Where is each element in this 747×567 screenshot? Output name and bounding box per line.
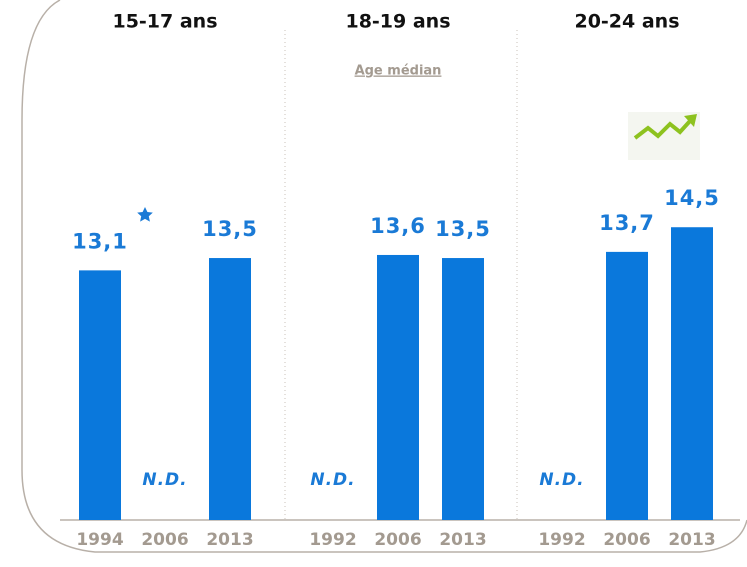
x-tick-label: 1992	[309, 530, 356, 550]
value-label: N.D.	[310, 470, 355, 490]
bar	[671, 227, 713, 520]
subtitle: Age médian	[355, 64, 442, 79]
star-icon	[137, 207, 153, 222]
trend-icon	[628, 112, 700, 160]
panel-title: 20-24 ans	[574, 11, 679, 33]
x-tick-label: 1994	[76, 530, 123, 550]
x-tick-label: 1992	[538, 530, 585, 550]
x-tick-label: 2013	[206, 530, 253, 550]
value-label: 13,1	[72, 229, 128, 253]
value-label: N.D.	[142, 470, 187, 490]
bar	[606, 251, 648, 520]
bar	[209, 258, 251, 520]
value-label: 14,5	[664, 186, 720, 210]
frame	[21, 0, 747, 553]
bar	[377, 254, 419, 521]
x-tick-label: 2006	[603, 530, 650, 550]
value-label: N.D.	[539, 470, 584, 490]
x-tick-label: 2013	[668, 530, 715, 550]
x-tick-label: 2006	[141, 530, 188, 550]
value-label: 13,5	[435, 217, 491, 241]
bar	[79, 270, 121, 520]
x-tick-label: 2006	[374, 530, 421, 550]
bar	[442, 258, 484, 520]
panel-title: 15-17 ans	[112, 11, 217, 33]
value-label: 13,6	[370, 214, 426, 238]
x-tick-label: 2013	[439, 530, 486, 550]
value-label: 13,5	[202, 217, 258, 241]
value-label: 13,7	[599, 211, 655, 235]
panel-title: 18-19 ans	[345, 11, 450, 33]
